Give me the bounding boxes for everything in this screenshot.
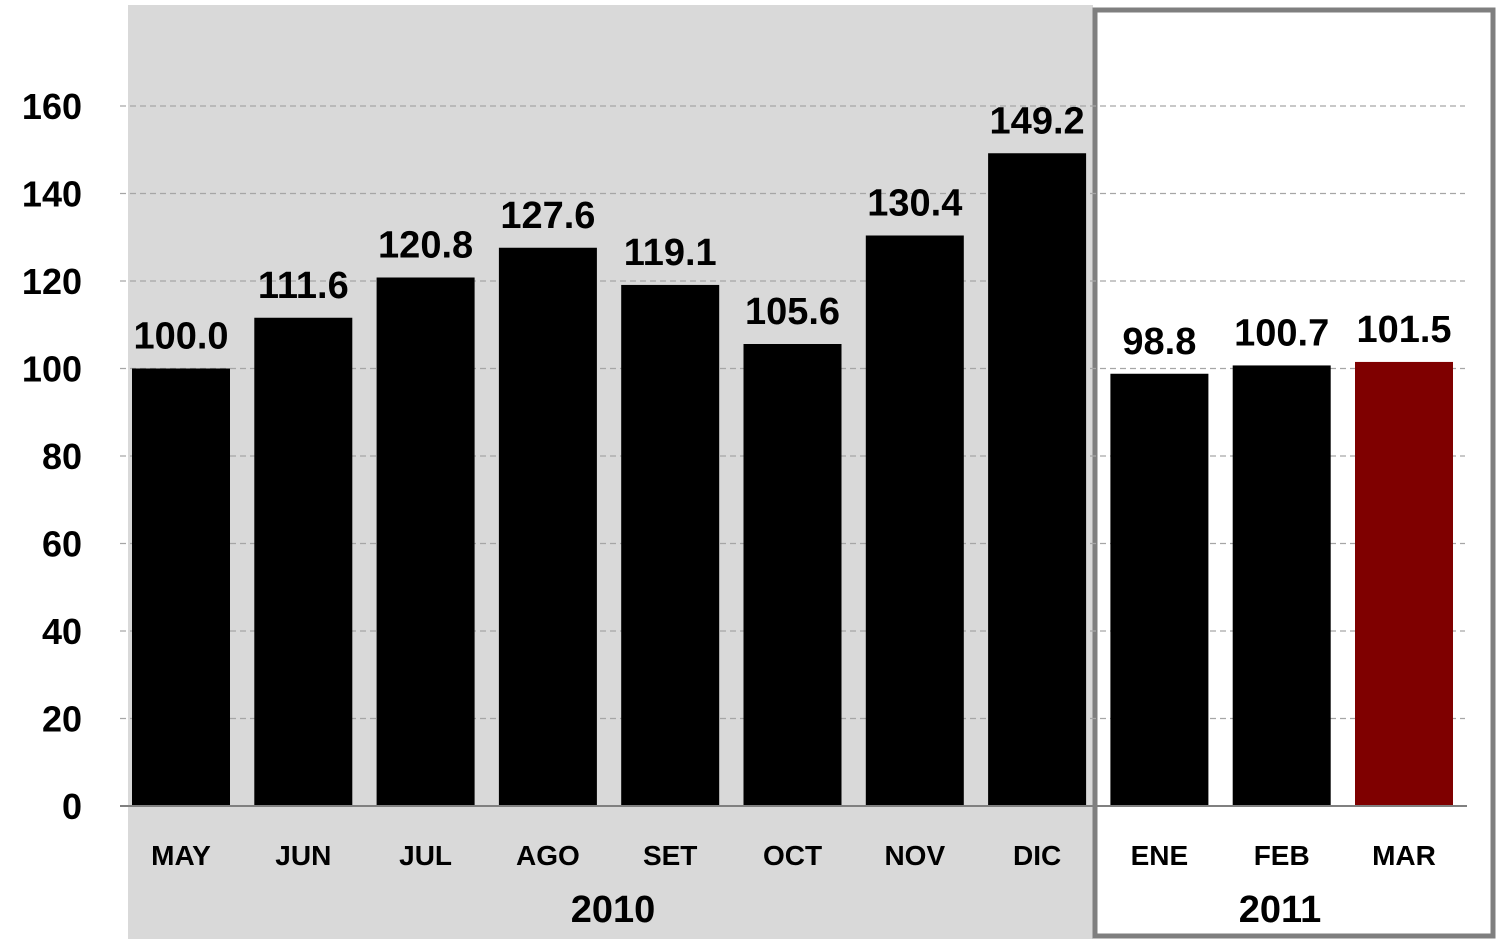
x-tick-label-ago: AGO (516, 840, 580, 871)
y-tick-label: 0 (62, 786, 82, 827)
y-tick-label: 120 (22, 261, 82, 302)
x-tick-label-oct: OCT (763, 840, 822, 871)
bar-jun (254, 317, 353, 806)
y-tick-label: 20 (42, 699, 82, 740)
data-label-oct: 105.6 (745, 291, 840, 333)
y-tick-label: 140 (22, 174, 82, 215)
data-label-may: 100.0 (133, 316, 228, 358)
data-label-ago: 127.6 (500, 195, 595, 237)
x-tick-label-dic: DIC (1013, 840, 1061, 871)
data-label-ene: 98.8 (1122, 321, 1196, 363)
bar-ago (498, 247, 597, 806)
bars (132, 153, 1453, 806)
bar-oct (743, 344, 842, 806)
x-tick-label-jul: JUL (399, 840, 452, 871)
x-tick-label-may: MAY (151, 840, 211, 871)
data-label-dic: 149.2 (990, 100, 1085, 142)
bar-jul (376, 277, 475, 806)
data-label-mar: 101.5 (1356, 309, 1451, 351)
bar-may (132, 368, 230, 806)
y-tick-label: 40 (42, 611, 82, 652)
x-tick-label-ene: ENE (1131, 840, 1189, 871)
y-axis-ticks: 0 20 40 60 80 100 120 140 160 (22, 86, 82, 827)
year-label-2011: 2011 (1239, 889, 1321, 931)
data-label-jul: 120.8 (378, 225, 473, 267)
x-axis-ticks: MAY JUN JUL AGO SET OCT NOV DIC ENE FEB MAR (151, 840, 1436, 871)
x-tick-label-jun: JUN (275, 840, 331, 871)
data-label-nov: 130.4 (867, 183, 962, 225)
x-tick-label-feb: FEB (1254, 840, 1310, 871)
y-tick-label: 160 (22, 86, 82, 127)
y-tick-label: 100 (22, 349, 82, 390)
y-tick-label: 60 (42, 524, 82, 565)
bar-set (621, 284, 720, 806)
data-label-jun: 111.6 (258, 265, 349, 307)
bar-mar (1355, 361, 1453, 806)
bar-nov (865, 235, 964, 806)
data-label-set: 119.1 (624, 232, 717, 274)
year-label-2010: 2010 (571, 889, 656, 931)
y-tick-label: 80 (42, 436, 82, 477)
bar-feb (1232, 365, 1331, 806)
x-tick-label-mar: MAR (1372, 840, 1436, 871)
bar-ene (1110, 373, 1209, 806)
value-labels: 100.0 111.6 120.8 127.6 119.1 105.6 130.4 149.2… (133, 100, 1451, 363)
bar-dic (988, 153, 1087, 806)
x-tick-label-nov: NOV (884, 840, 945, 871)
data-label-feb: 100.7 (1234, 312, 1329, 354)
x-tick-label-set: SET (643, 840, 697, 871)
